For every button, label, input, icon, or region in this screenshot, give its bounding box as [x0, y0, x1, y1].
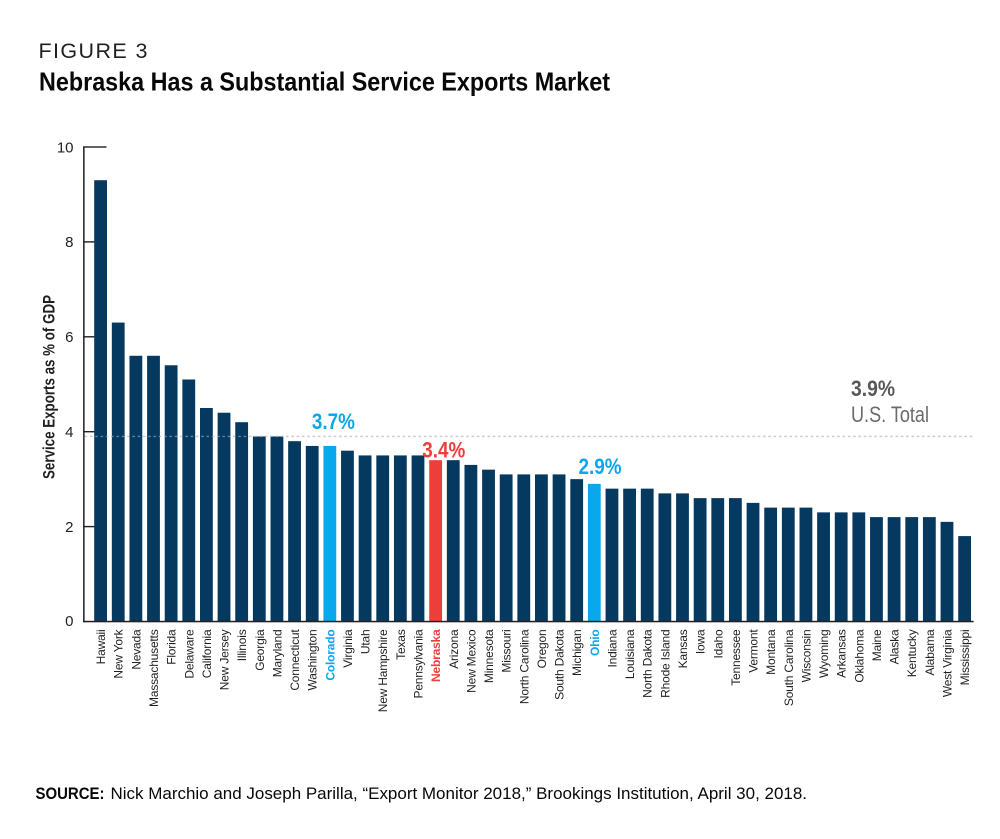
- svg-text:Mississippi: Mississippi: [958, 630, 972, 686]
- svg-text:Michigan: Michigan: [570, 630, 584, 676]
- svg-text:Indiana: Indiana: [605, 629, 619, 667]
- svg-text:Service Exports as % of GDP: Service Exports as % of GDP: [40, 295, 58, 479]
- svg-text:8: 8: [65, 234, 73, 251]
- svg-text:Missouri: Missouri: [500, 630, 514, 673]
- svg-text:Montana: Montana: [764, 629, 778, 675]
- svg-text:Kentucky: Kentucky: [905, 629, 919, 677]
- svg-text:Rhode Island: Rhode Island: [658, 630, 672, 698]
- svg-text:2: 2: [65, 519, 73, 536]
- svg-text:Maine: Maine: [870, 629, 884, 661]
- svg-text:4: 4: [65, 424, 73, 441]
- svg-text:6: 6: [65, 329, 73, 346]
- svg-text:SOURCE:: SOURCE:: [36, 785, 105, 803]
- svg-text:Georgia: Georgia: [253, 629, 267, 671]
- svg-text:South Dakota: South Dakota: [553, 629, 567, 700]
- svg-text:Maryland: Maryland: [270, 630, 284, 678]
- svg-text:0: 0: [65, 613, 73, 630]
- svg-text:Alabama: Alabama: [923, 629, 937, 675]
- svg-text:3.9%: 3.9%: [851, 376, 895, 401]
- svg-text:Kansas: Kansas: [676, 629, 690, 668]
- svg-text:Colorado: Colorado: [323, 630, 337, 681]
- svg-text:Pennsylvania: Pennsylvania: [411, 629, 425, 699]
- svg-text:Texas: Texas: [394, 629, 408, 660]
- svg-text:2.9%: 2.9%: [579, 454, 622, 479]
- svg-text:New Jersey: New Jersey: [218, 629, 232, 690]
- svg-text:Connecticut: Connecticut: [288, 629, 302, 691]
- svg-text:Nick Marchio and Joseph Parill: Nick Marchio and Joseph Parilla, “Export…: [111, 785, 808, 803]
- svg-text:Washington: Washington: [306, 630, 320, 691]
- svg-text:FIGURE 3: FIGURE 3: [39, 39, 148, 63]
- svg-text:Minnesota: Minnesota: [482, 629, 496, 683]
- svg-text:Arizona: Arizona: [447, 629, 461, 669]
- svg-text:Wyoming: Wyoming: [817, 630, 831, 679]
- svg-text:Alaska: Alaska: [888, 629, 902, 664]
- svg-text:Arkansas: Arkansas: [835, 629, 849, 678]
- svg-text:North Dakota: North Dakota: [641, 629, 655, 698]
- svg-text:Tennessee: Tennessee: [729, 629, 743, 686]
- svg-text:Nevada: Nevada: [129, 629, 143, 670]
- svg-text:10: 10: [57, 139, 74, 156]
- svg-text:Oklahoma: Oklahoma: [852, 629, 866, 683]
- svg-text:California: California: [200, 629, 214, 678]
- svg-text:Nebraska Has a Substantial Ser: Nebraska Has a Substantial Service Expor…: [39, 67, 610, 97]
- svg-text:Massachusetts: Massachusetts: [147, 629, 161, 707]
- svg-text:Ohio: Ohio: [588, 630, 602, 657]
- svg-text:Virginia: Virginia: [341, 629, 355, 668]
- svg-text:Illinois: Illinois: [235, 629, 249, 661]
- svg-text:Wisconsin: Wisconsin: [799, 630, 813, 683]
- svg-text:New York: New York: [112, 628, 126, 678]
- svg-text:Louisiana: Louisiana: [623, 629, 637, 679]
- svg-text:Oregon: Oregon: [535, 630, 549, 669]
- svg-text:North Carolina: North Carolina: [517, 629, 531, 704]
- svg-text:Delaware: Delaware: [182, 629, 196, 679]
- svg-text:Hawaii: Hawaii: [94, 630, 108, 665]
- svg-text:Idaho: Idaho: [711, 629, 725, 659]
- svg-text:Florida: Florida: [165, 629, 179, 665]
- svg-text:3.4%: 3.4%: [422, 437, 465, 462]
- svg-text:Iowa: Iowa: [694, 629, 708, 654]
- svg-text:New Hampshire: New Hampshire: [376, 629, 390, 712]
- svg-text:U.S. Total: U.S. Total: [851, 402, 929, 427]
- svg-text:Nebraska: Nebraska: [429, 629, 443, 682]
- svg-text:South Carolina: South Carolina: [782, 629, 796, 706]
- svg-text:Vermont: Vermont: [747, 629, 761, 673]
- svg-text:3.7%: 3.7%: [312, 409, 355, 434]
- svg-text:Utah: Utah: [359, 630, 373, 655]
- svg-text:New Mexico: New Mexico: [464, 629, 478, 693]
- svg-text:West Virginia: West Virginia: [940, 629, 954, 697]
